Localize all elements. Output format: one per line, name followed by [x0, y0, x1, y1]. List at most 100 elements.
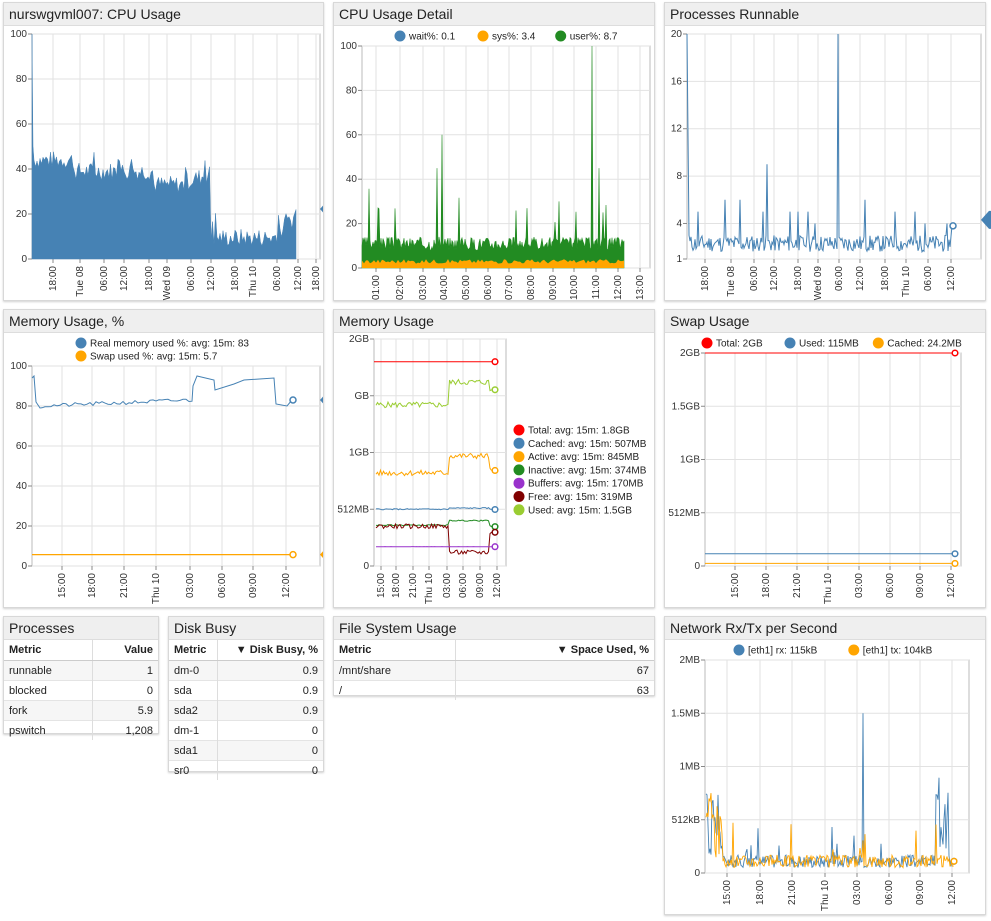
- plot-frame: [31, 365, 321, 567]
- swap-total-line-last-point: [951, 349, 959, 357]
- x-tick-label: 12:00: [855, 266, 866, 291]
- table-row: /mnt/share 67: [334, 660, 654, 681]
- legend-label: Cached: 24.2MB: [887, 339, 962, 350]
- value-column-header[interactable]: ▼ Space Used, %: [454, 640, 654, 661]
- metric-column-header[interactable]: Metric: [4, 640, 93, 661]
- cpu-detail-chart[interactable]: wait%: 0.1 sys%: 3.4 user%: 8.7 100 80 60 40 20…: [334, 26, 654, 301]
- x-tick-label: 04:00: [439, 275, 450, 300]
- cpu-usage-chart[interactable]: 100 80 60 40 20 0 18:00 Tue 08 06:00 12:00 18:00 We…: [4, 26, 360, 301]
- runnable-line: [686, 33, 953, 254]
- x-tick-label: 12:00: [492, 573, 503, 598]
- rx-line: [705, 713, 954, 869]
- legend-blue-icon: [513, 437, 525, 449]
- legend-label: Inactive: avg: 15m: 374MB: [528, 465, 647, 476]
- y-tick-label: 20: [346, 219, 358, 230]
- value-column-header[interactable]: ▼ Disk Busy, %: [217, 640, 323, 661]
- x-tick-label: Wed 09: [162, 266, 173, 301]
- widget-file-system-table: File System Usage Metric ▼ Space Used, % /…: [333, 616, 655, 700]
- legend-orange-icon: [75, 350, 87, 362]
- legend-label: Total: 2GB: [716, 339, 763, 350]
- runnable-last-point: [949, 222, 957, 230]
- legend-label: Cached: avg: 15m: 507MB: [528, 439, 647, 450]
- y-tick-label: 40: [16, 481, 28, 492]
- x-tick-label: 18:00: [700, 266, 711, 291]
- legend-label: user%: 8.7: [570, 32, 618, 43]
- swap-usage-chart[interactable]: Total: 2GB Used: 115MB Cached: 24.2MB 2GB 1.…: [665, 333, 985, 608]
- active-line-last-point: [491, 466, 499, 475]
- processes-runnable-chart[interactable]: 20 16 12 8 4 1 18:00 Tue 08 06:00 12:00 18:00 Wed 0…: [665, 26, 991, 301]
- buffers-line-last-point: [491, 543, 499, 551]
- swap-cached-line-last-point: [951, 559, 959, 567]
- x-tick-label: 03:00: [418, 275, 429, 300]
- x-tick-label: 21:00: [792, 573, 803, 598]
- memory-usage-chart[interactable]: 2GB GB 1GB 512MB 0 15:00 18:00 21:00 Thu 10 03:00…: [334, 333, 654, 608]
- legend-blue-icon: [733, 644, 745, 656]
- metric-cell: sda1: [169, 740, 218, 761]
- used-line-last-point: [491, 386, 499, 394]
- memory-percent-chart[interactable]: Real memory used %: avg: 15m: 83 Swap use…: [4, 333, 360, 608]
- x-tick-label: 07:00: [504, 275, 515, 300]
- y-tick-label: 512MB: [337, 504, 369, 515]
- metric-cell: /: [334, 680, 456, 700]
- widget-title: nurswgvml007: CPU Usage: [4, 3, 323, 26]
- x-tick-label: 12:00: [613, 275, 624, 300]
- legend-label: [eth1] tx: 104kB: [863, 646, 933, 657]
- metric-cell: pswitch: [4, 720, 93, 740]
- x-tick-label: 12:00: [119, 266, 130, 291]
- x-tick-label: 15:00: [57, 573, 68, 598]
- total-last-point: [491, 358, 499, 366]
- x-tick-label: 18:00: [144, 266, 155, 291]
- x-tick-label: 06:00: [99, 266, 110, 291]
- sys-percent-area: [362, 259, 624, 268]
- inactive-line-last-point: [491, 523, 499, 531]
- y-tick-label: 0: [21, 561, 27, 572]
- y-tick-label: 80: [16, 401, 28, 412]
- legend-lime-icon: [513, 504, 525, 516]
- x-tick-label: 06:00: [749, 266, 760, 291]
- value-cell: 5.9: [92, 700, 158, 721]
- y-tick-label: 100: [10, 29, 27, 40]
- value-cell: 0.9: [217, 680, 323, 701]
- x-tick-label: Wed 09: [813, 266, 824, 301]
- tx-line-last-point: [950, 857, 958, 865]
- x-tick-label: 18:00: [755, 880, 766, 905]
- x-tick-label: 21:00: [787, 880, 798, 905]
- x-tick-label: 18:00: [87, 573, 98, 598]
- legend-green-icon: [555, 30, 567, 42]
- cpu-usage-area: [31, 33, 297, 260]
- value-column-header[interactable]: Value: [92, 640, 158, 661]
- x-tick-label: 03:00: [185, 573, 196, 598]
- table-row: blocked 0: [4, 680, 158, 701]
- metric-cell: /mnt/share: [334, 660, 456, 681]
- legend-orange-icon: [848, 644, 860, 656]
- widget-cpu-usage: nurswgvml007: CPU Usage 100 80 60 40 20 0 18:0…: [3, 2, 360, 301]
- cached-line-last-point: [491, 505, 499, 514]
- network-chart[interactable]: [eth1] rx: 115kB [eth1] tx: 104kB 2MB 1.5MB…: [665, 640, 985, 915]
- table-row: fork 5.9: [4, 700, 158, 721]
- metric-column-header[interactable]: Metric: [334, 640, 456, 661]
- legend-label: Used: avg: 15m: 1.5GB: [528, 505, 632, 516]
- widget-memory-usage: Memory Usage 2GB GB 1GB 512MB 0 15:00 18:00 21:…: [333, 309, 655, 608]
- y-tick-label: 0: [21, 254, 27, 265]
- legend-label: Real memory used %: avg: 15m: 83: [90, 339, 249, 350]
- x-tick-label: 12:00: [947, 880, 958, 905]
- metric-column-header[interactable]: Metric: [169, 640, 218, 661]
- y-tick-label: 40: [346, 174, 358, 185]
- table-header-row: Metric ▼ Space Used, %: [334, 640, 654, 661]
- legend-orange-icon: [513, 451, 525, 463]
- metric-cell: blocked: [4, 680, 93, 701]
- widget-swap-usage: Swap Usage Total: 2GB Used: 115MB Cached: …: [664, 309, 986, 608]
- x-tick-label: 15:00: [376, 573, 387, 598]
- table-row: dm-1 0: [169, 720, 323, 741]
- metric-cell: runnable: [4, 660, 93, 681]
- y-tick-label: 2GB: [680, 348, 700, 359]
- x-tick-label: 06:00: [885, 573, 896, 598]
- y-tick-label: 2GB: [349, 334, 369, 345]
- legend-blue-icon: [394, 30, 406, 42]
- legend-label: sys%: 3.4: [492, 32, 536, 43]
- x-tick-label: 09:00: [475, 573, 486, 598]
- y-tick-label: 1GB: [349, 448, 369, 459]
- y-tick-label: 60: [346, 130, 358, 141]
- free-line: [375, 522, 492, 555]
- metric-cell: sda2: [169, 700, 218, 721]
